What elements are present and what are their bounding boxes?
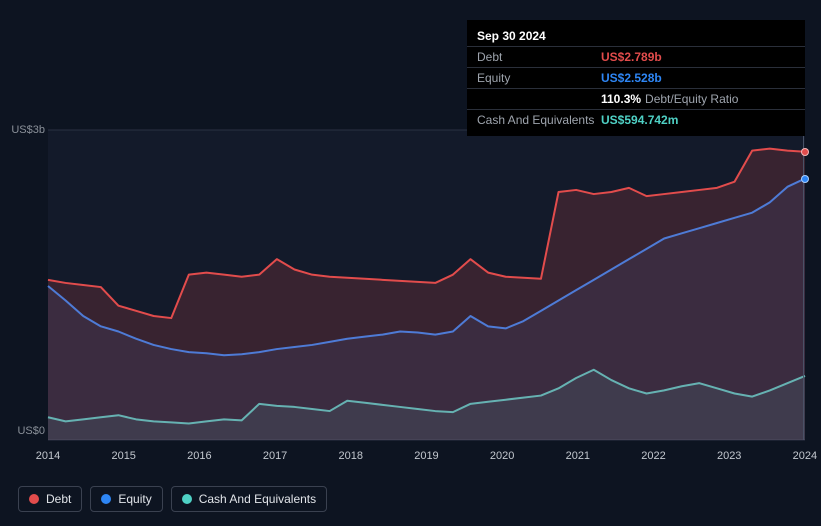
y-tick-max: US$3b bbox=[0, 124, 45, 136]
tooltip-row: Cash And EquivalentsUS$594.742m bbox=[467, 110, 805, 130]
tooltip-label: Debt bbox=[477, 50, 601, 64]
legend-item-cash[interactable]: Cash And Equivalents bbox=[171, 486, 327, 512]
tooltip-value: 110.3% bbox=[601, 92, 641, 106]
tooltip-value: US$594.742m bbox=[601, 113, 678, 127]
tooltip-sublabel: Debt/Equity Ratio bbox=[645, 92, 738, 106]
tooltip-value: US$2.528b bbox=[601, 71, 662, 85]
cash-swatch-icon bbox=[182, 494, 192, 504]
tooltip-row: DebtUS$2.789b bbox=[467, 47, 805, 68]
x-axis: 2014201520162017201820192020202120222023… bbox=[48, 450, 805, 462]
tooltip-row: EquityUS$2.528b bbox=[467, 68, 805, 89]
tooltip-label: Cash And Equivalents bbox=[477, 113, 601, 127]
debt-equity-chart: US$3b US$0 20142015201620172018201920202… bbox=[0, 0, 821, 526]
equity-cursor-dot bbox=[801, 175, 809, 183]
tooltip-row: 110.3% Debt/Equity Ratio bbox=[467, 89, 805, 110]
tooltip-header: Sep 30 2024 bbox=[477, 29, 546, 43]
legend-label: Cash And Equivalents bbox=[199, 492, 316, 506]
legend-item-equity[interactable]: Equity bbox=[90, 486, 162, 512]
debt-swatch-icon bbox=[29, 494, 39, 504]
legend-item-debt[interactable]: Debt bbox=[18, 486, 82, 512]
tooltip-value: US$2.789b bbox=[601, 50, 662, 64]
tooltip-label: Equity bbox=[477, 71, 601, 85]
debt-cursor-dot bbox=[801, 148, 809, 156]
legend-label: Debt bbox=[46, 492, 71, 506]
tooltip-label bbox=[477, 92, 601, 106]
legend-label: Equity bbox=[118, 492, 151, 506]
equity-swatch-icon bbox=[101, 494, 111, 504]
y-tick-min: US$0 bbox=[0, 425, 45, 437]
chart-tooltip: Sep 30 2024 DebtUS$2.789bEquityUS$2.528b… bbox=[467, 20, 805, 136]
chart-legend: Debt Equity Cash And Equivalents bbox=[18, 486, 327, 512]
